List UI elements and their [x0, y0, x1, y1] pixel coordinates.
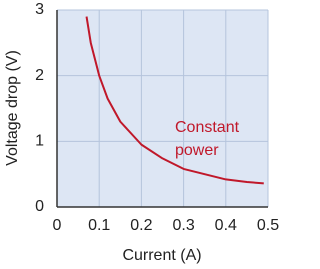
x-tick-label: 0.5	[257, 217, 279, 234]
y-tick-label: 0	[35, 198, 44, 215]
x-tick-label: 0.4	[215, 217, 237, 234]
x-tick-label: 0.1	[88, 217, 110, 234]
plot-background	[57, 10, 268, 207]
line	[85, 16, 264, 185]
x-tick-label: 0	[53, 217, 62, 234]
chart: Current (A) Voltage drop (V) 0 0.1 0.2 0.3 0…	[4, 1, 279, 264]
y-tick-label: 2	[35, 67, 44, 84]
x-axis-label: Current (A)	[122, 247, 201, 264]
y-axis-label: Voltage drop (V)	[4, 50, 21, 166]
annotation: power	[175, 142, 219, 159]
y-tick-label: 3	[35, 1, 44, 18]
x-tick-label: 0.2	[130, 217, 152, 234]
y-tick-label: 1	[35, 133, 44, 150]
annotation: Constant	[175, 119, 240, 136]
x-tick-label: 0.3	[172, 217, 194, 234]
